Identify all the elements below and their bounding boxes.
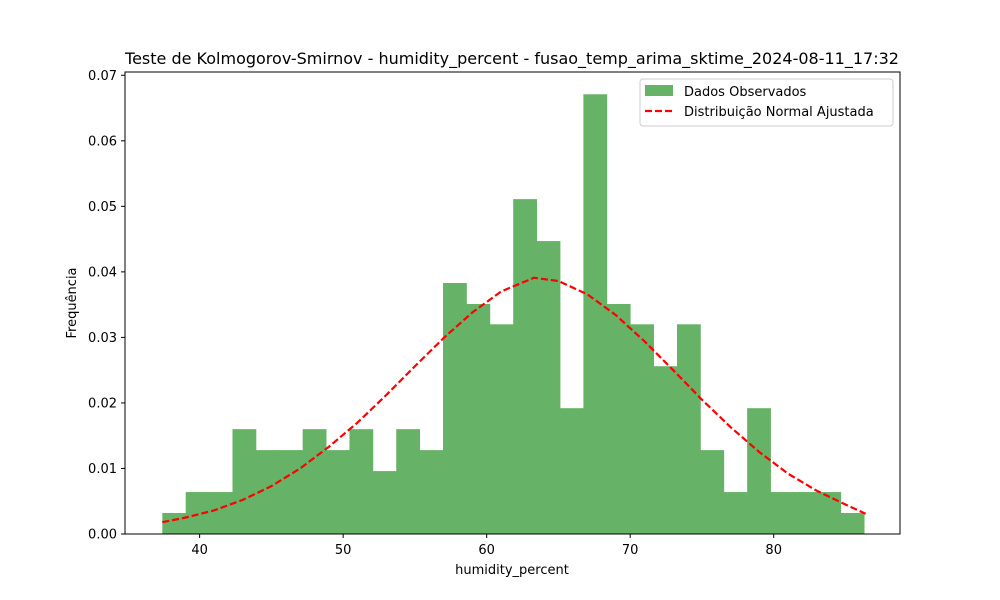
histogram-bar [653, 366, 678, 534]
histogram-bar [793, 492, 818, 534]
histogram-bar [536, 241, 561, 534]
y-tick-label: 0.05 [88, 200, 117, 215]
histogram-bar [723, 492, 748, 534]
normal-curve [162, 276, 867, 524]
histogram-bar [255, 450, 280, 534]
histogram-bar [349, 429, 374, 534]
legend-box [639, 78, 894, 127]
y-axis-label: Frequência [65, 267, 80, 338]
histogram-bar [396, 429, 421, 534]
histogram-bar [326, 450, 350, 534]
x-axis-label: humidity_percent [455, 563, 569, 578]
x-tick-label: 50 [335, 543, 352, 558]
histogram-bar [232, 429, 257, 534]
histogram-bar [817, 492, 842, 534]
legend-swatch-observed [645, 85, 673, 96]
histogram-bar [513, 199, 538, 534]
y-tick-label: 0.04 [88, 265, 117, 280]
histogram-bar [372, 471, 397, 534]
histogram-bar [560, 408, 584, 534]
histogram-bar [676, 324, 701, 534]
x-tick-label: 60 [478, 543, 495, 558]
histogram-bar [747, 408, 771, 534]
x-axis-ticks: 40 50 60 70 80 [191, 534, 782, 558]
histogram-bar [419, 450, 444, 534]
y-tick-label: 0.07 [88, 69, 117, 84]
histogram-bar [302, 429, 327, 534]
y-tick-label: 0.01 [88, 462, 117, 477]
histogram-bar [466, 303, 491, 534]
normal-fit-line [162, 276, 867, 524]
histogram-bar [700, 450, 725, 534]
histogram-bar [443, 283, 467, 534]
histogram-bar [209, 492, 233, 534]
x-tick-label: 70 [622, 543, 639, 558]
histogram-bar [162, 513, 187, 534]
chart-title: Teste de Kolmogorov-Smirnov - humidity_p… [124, 49, 899, 69]
histogram-bar [489, 324, 514, 534]
legend: Dados Observados Distribuição Normal Aju… [639, 78, 894, 127]
y-tick-label: 0.03 [88, 331, 117, 346]
y-tick-label: 0.02 [88, 396, 117, 411]
histogram-bar [630, 324, 654, 534]
histogram-bar [770, 492, 795, 534]
x-tick-label: 80 [765, 543, 782, 558]
y-tick-label: 0.00 [88, 528, 117, 543]
histogram-bar [185, 492, 210, 534]
y-tick-label: 0.06 [88, 134, 117, 149]
histogram-bar [583, 94, 608, 534]
plot-frame [124, 71, 901, 535]
legend-label-normal: Distribuição Normal Ajustada [684, 105, 874, 120]
histogram-bar [606, 303, 631, 534]
histogram-bars [162, 94, 865, 534]
histogram-bar [279, 450, 304, 534]
legend-label-observed: Dados Observados [684, 85, 807, 100]
y-axis-ticks: 0.00 0.01 0.02 0.03 0.04 0.05 0.06 0.07 [88, 69, 125, 543]
histogram-bar [840, 513, 865, 534]
x-tick-label: 40 [191, 543, 208, 558]
